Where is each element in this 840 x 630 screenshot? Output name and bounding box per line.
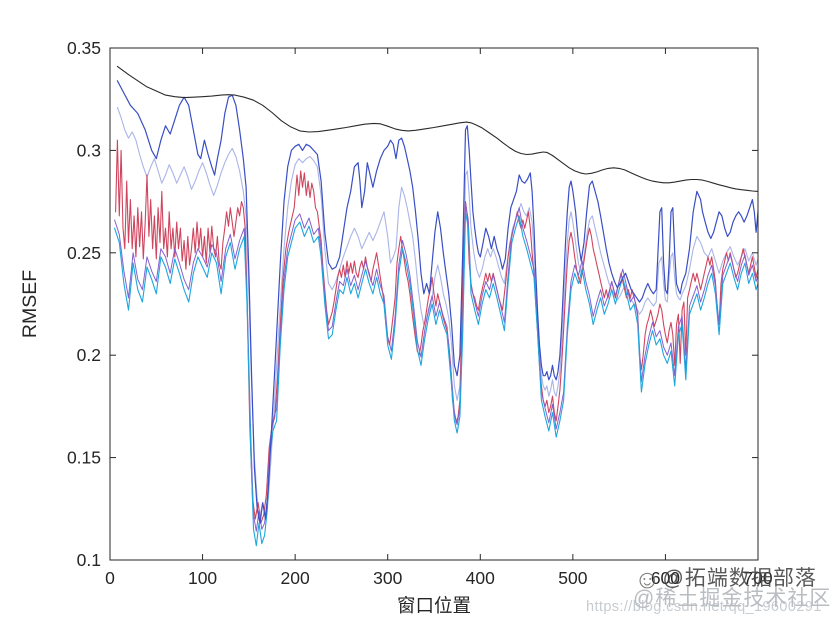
- x-tick-label: 500: [558, 568, 587, 588]
- y-tick-label: 0.25: [67, 243, 101, 263]
- series-lavender-line: [116, 106, 759, 516]
- x-axis-label: 窗口位置: [397, 595, 471, 616]
- x-tick-label: 300: [373, 568, 402, 588]
- series-red-line: [115, 139, 759, 524]
- series-black-line: [116, 65, 759, 192]
- x-tick-label: 700: [743, 568, 772, 588]
- y-tick-label: 0.2: [77, 345, 101, 365]
- x-tick-label: 200: [281, 568, 310, 588]
- x-tick-label: 100: [188, 568, 217, 588]
- plot-border: [109, 47, 759, 561]
- y-tick-label: 0.35: [67, 38, 101, 58]
- y-tick-label: 0.15: [67, 448, 101, 468]
- x-tick-label: 0: [105, 568, 115, 588]
- x-tick-label: 600: [651, 568, 680, 588]
- y-tick-label: 0.3: [77, 140, 101, 160]
- y-tick-label: 0.1: [77, 550, 101, 570]
- series-purple-line: [114, 203, 759, 532]
- series-cyan-line: [114, 211, 759, 547]
- x-tick-label: 400: [466, 568, 495, 588]
- series-blue-line: [116, 80, 759, 524]
- y-axis-label: RMSEF: [19, 270, 41, 338]
